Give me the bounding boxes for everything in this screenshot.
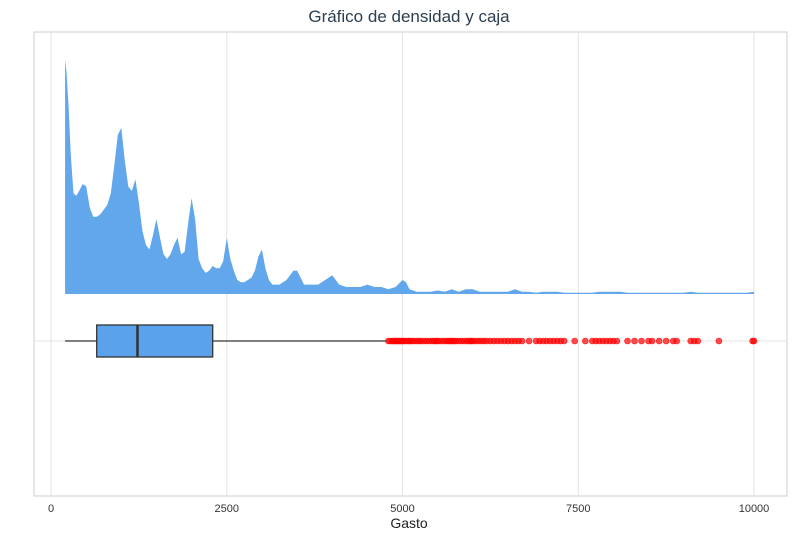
outlier-point bbox=[560, 337, 568, 345]
outlier-point bbox=[581, 337, 589, 345]
chart-title: Gráfico de densidad y caja bbox=[308, 7, 510, 26]
x-axis-ticks: 0 2500 5000 7500 10000 bbox=[48, 503, 769, 515]
outlier-point bbox=[525, 337, 533, 345]
x-tick-label: 0 bbox=[48, 503, 54, 515]
plot-frame bbox=[33, 31, 788, 497]
outlier-point bbox=[694, 337, 702, 345]
outlier-point bbox=[518, 337, 526, 345]
box-iqr bbox=[96, 324, 214, 358]
outlier-point bbox=[631, 337, 638, 345]
x-tick-label: 7500 bbox=[566, 503, 590, 515]
outlier-point bbox=[662, 337, 670, 345]
outlier-point bbox=[638, 337, 645, 345]
outlier-point bbox=[624, 337, 631, 345]
outlier-point bbox=[655, 337, 663, 345]
outlier-point bbox=[673, 337, 681, 345]
outlier-points bbox=[385, 337, 758, 345]
outlier-point bbox=[715, 337, 723, 345]
outlier-point bbox=[750, 337, 758, 345]
outlier-point bbox=[571, 337, 579, 345]
density-curve bbox=[65, 60, 754, 294]
outlier-point bbox=[648, 337, 656, 345]
x-tick-label: 10000 bbox=[739, 503, 770, 515]
x-tick-label: 2500 bbox=[215, 503, 239, 515]
x-tick-label: 5000 bbox=[390, 503, 414, 515]
boxplot bbox=[65, 324, 388, 358]
density-area bbox=[65, 60, 754, 294]
outlier-point bbox=[613, 337, 621, 345]
x-axis-label: Gasto bbox=[390, 515, 428, 531]
